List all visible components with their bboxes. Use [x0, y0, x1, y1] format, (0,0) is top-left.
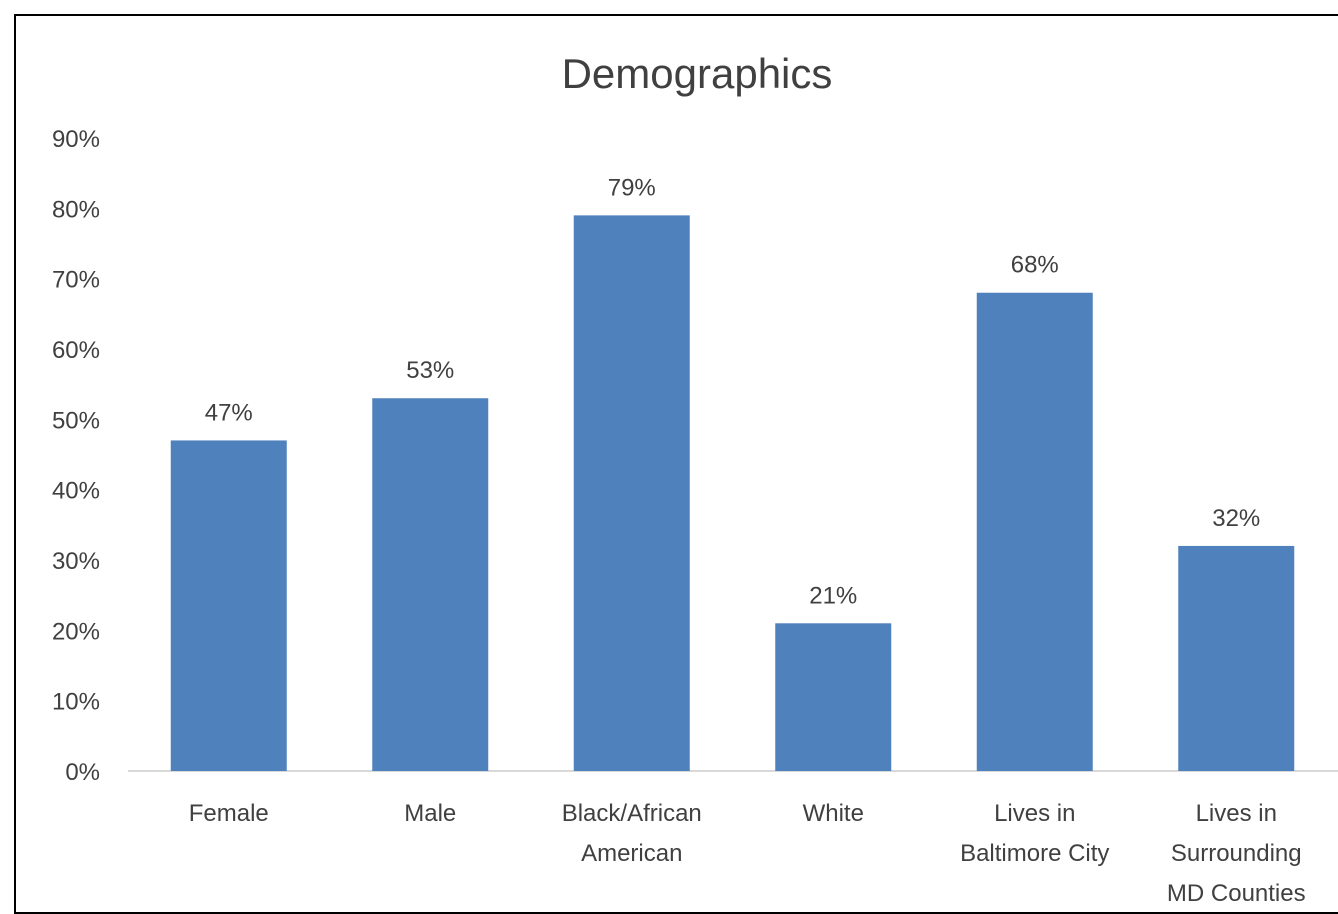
- x-tick-label: Female: [189, 800, 269, 827]
- category-labels-group: Female Male Black/African American White Live…: [189, 800, 1306, 906]
- x-tick-label: White: [803, 800, 864, 827]
- x-tick-label: MD Counties: [1167, 880, 1306, 906]
- y-tick-label: 20%: [52, 618, 100, 645]
- bar: [1178, 545, 1295, 771]
- x-tick-label: Lives in: [994, 800, 1075, 827]
- bar: [372, 398, 489, 771]
- data-label: 21%: [809, 582, 857, 609]
- chart-title: Demographics: [562, 50, 833, 97]
- y-tick-label: 30%: [52, 548, 100, 575]
- value-labels-group: 47% 53% 79% 21% 68% 32%: [205, 174, 1261, 609]
- y-tick-label: 60%: [52, 337, 100, 364]
- y-tick-label: 10%: [52, 689, 100, 716]
- data-label: 32%: [1212, 505, 1260, 532]
- y-tick-label: 80%: [52, 196, 100, 223]
- bar: [775, 623, 892, 771]
- x-tick-label: Lives in: [1196, 800, 1277, 827]
- x-tick-label: Surrounding: [1171, 840, 1302, 867]
- bar: [573, 215, 690, 771]
- data-label: 68%: [1011, 252, 1059, 279]
- y-tick-label: 70%: [52, 267, 100, 294]
- data-label: 53%: [406, 357, 454, 384]
- y-tick-label: 50%: [52, 407, 100, 434]
- bars-group: [170, 215, 1295, 771]
- bar: [976, 292, 1093, 771]
- y-tick-label: 90%: [52, 126, 100, 153]
- x-tick-label: Black/African: [562, 800, 702, 827]
- data-label: 47%: [205, 399, 253, 426]
- x-tick-label: Male: [404, 800, 456, 827]
- data-label: 79%: [608, 174, 656, 201]
- x-tick-label: Baltimore City: [960, 840, 1109, 867]
- x-tick-label: American: [581, 840, 682, 867]
- y-tick-label: 0%: [65, 759, 100, 786]
- bar: [170, 440, 287, 771]
- y-tick-label: 40%: [52, 478, 100, 505]
- y-axis-ticks: 0% 10% 20% 30% 40% 50% 60% 70% 80% 90%: [52, 126, 100, 786]
